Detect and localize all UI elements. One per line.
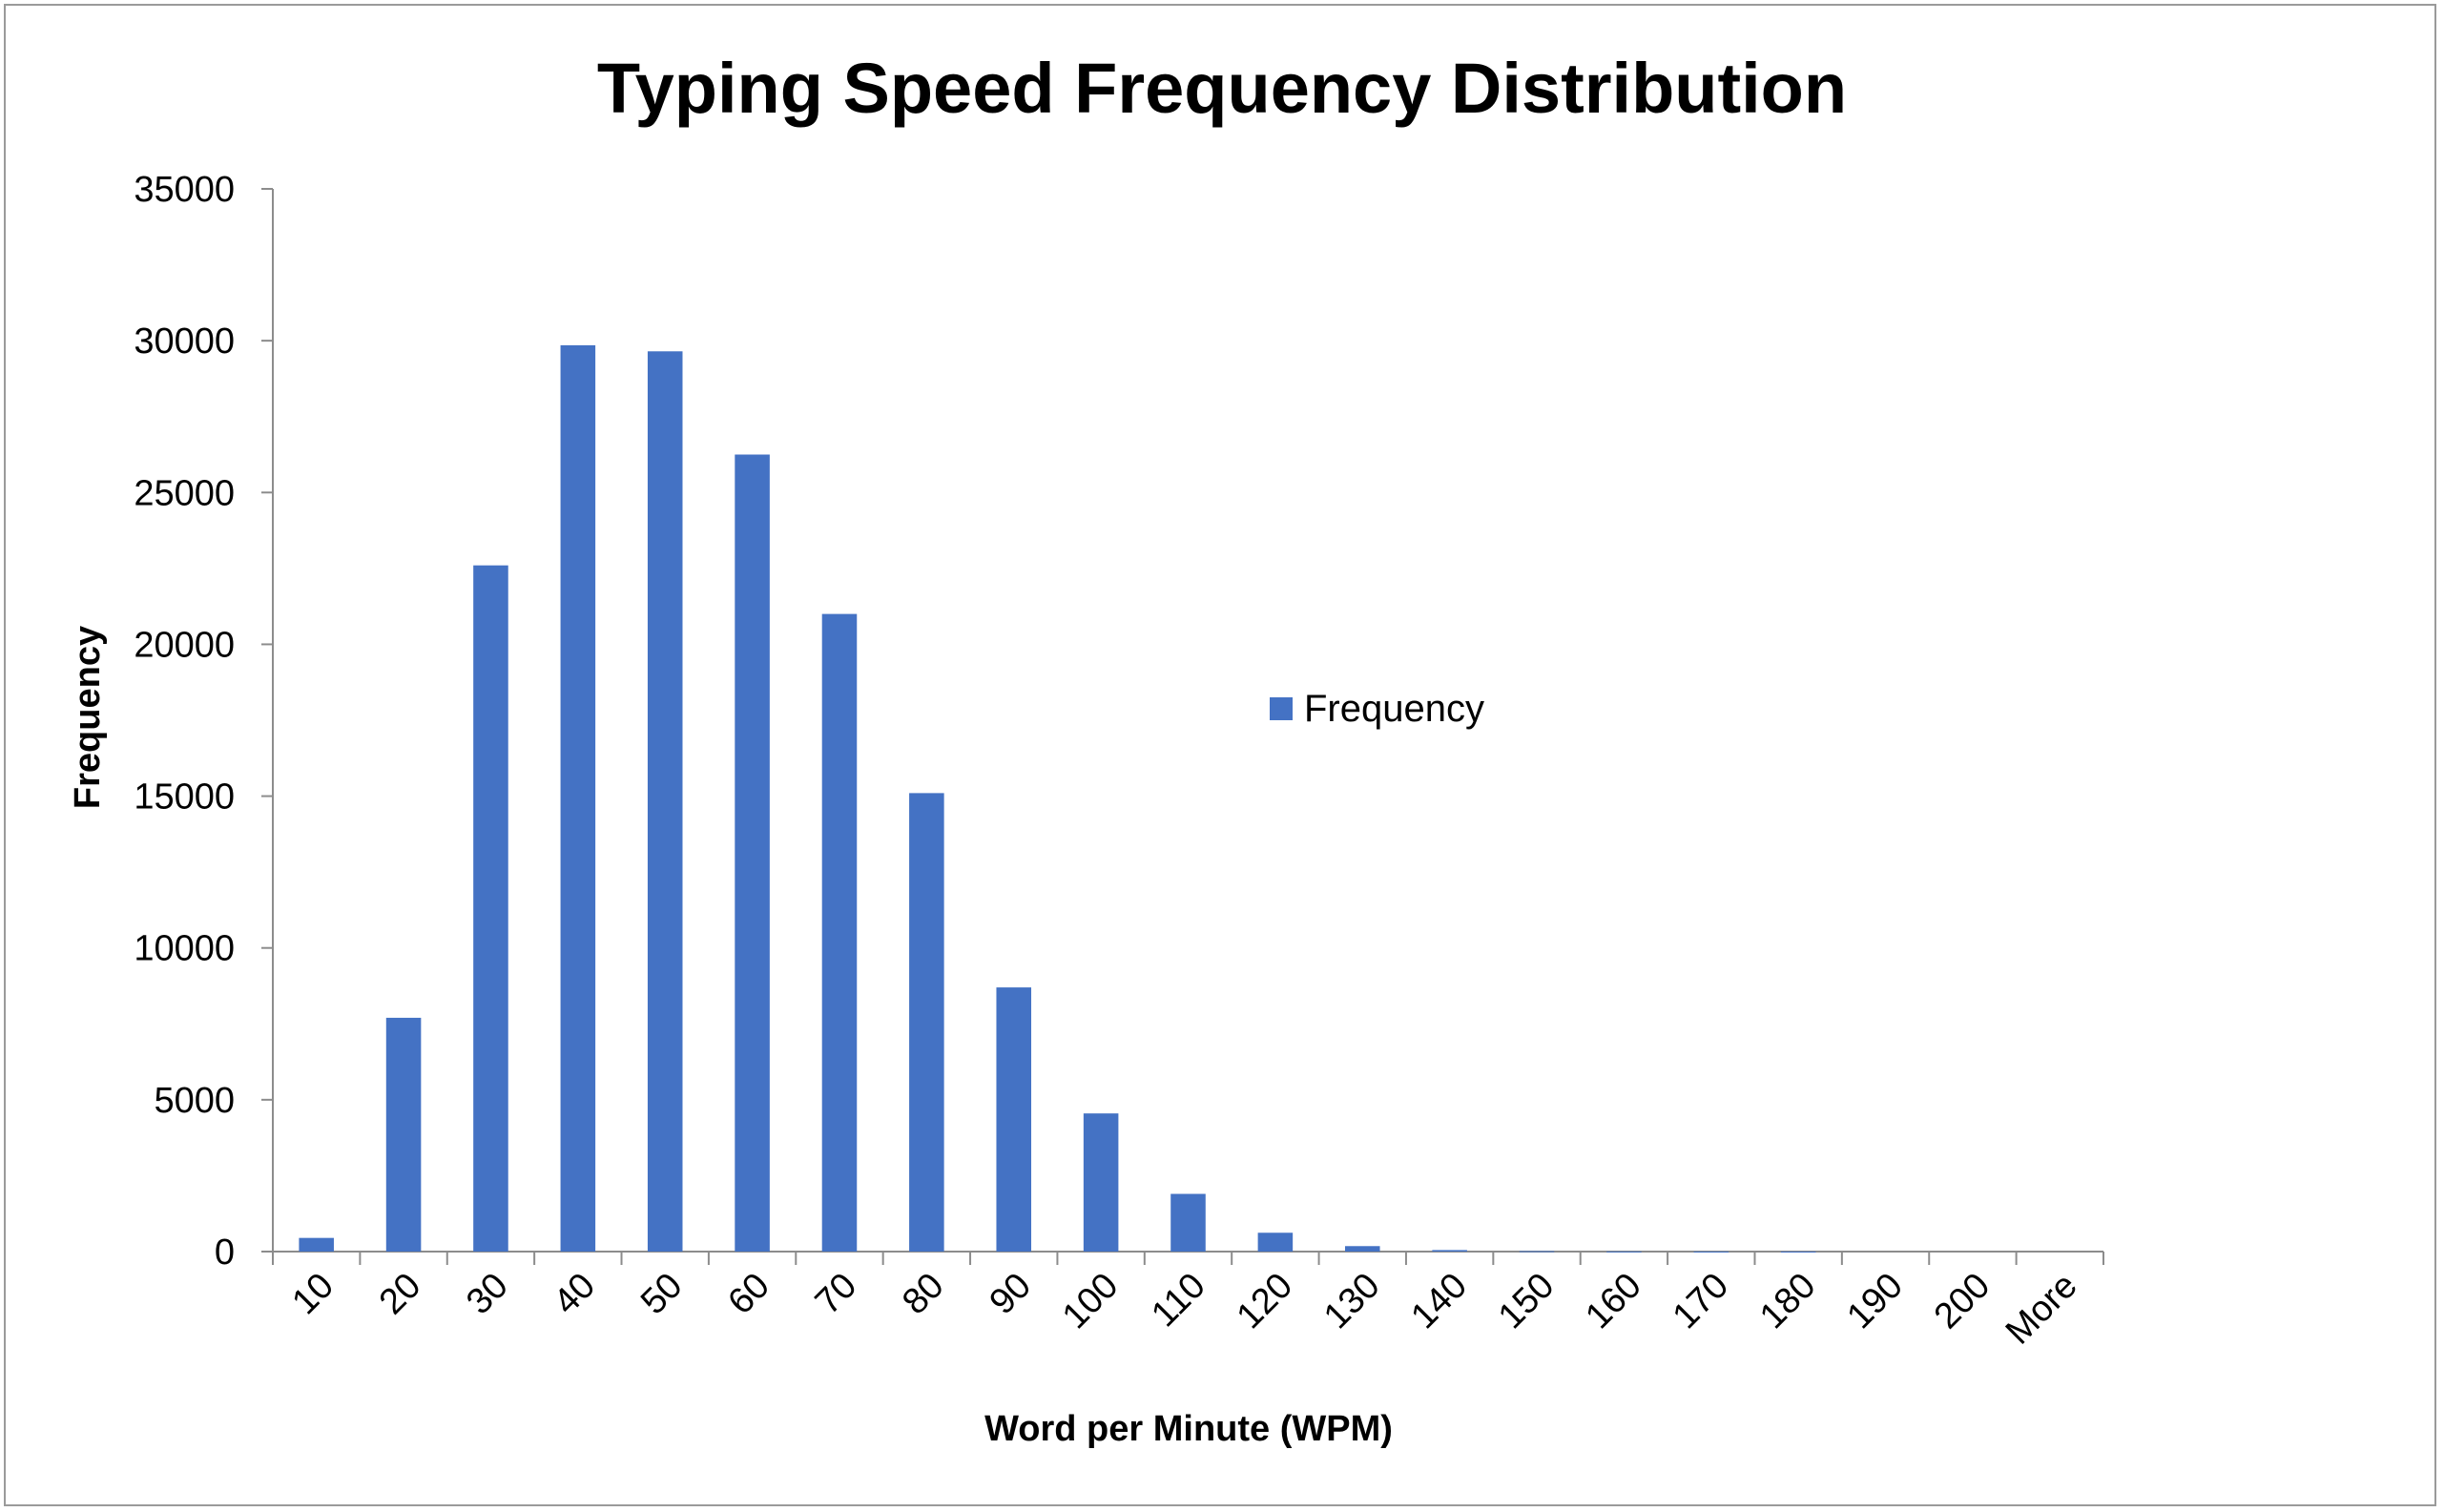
x-tick-label: 130 bbox=[1316, 1266, 1388, 1337]
x-tick-label: 100 bbox=[1055, 1266, 1127, 1337]
x-tick-label: 80 bbox=[895, 1266, 952, 1323]
x-tick-label: 180 bbox=[1752, 1266, 1824, 1337]
x-tick-label: 50 bbox=[633, 1266, 691, 1323]
bar-100 bbox=[1083, 1113, 1119, 1252]
bar-170 bbox=[1693, 1251, 1729, 1253]
bar-160 bbox=[1606, 1251, 1642, 1253]
bar-180 bbox=[1780, 1251, 1816, 1253]
x-tick-label: 60 bbox=[720, 1266, 777, 1323]
y-axis-title: Frequency bbox=[68, 626, 108, 809]
bar-80 bbox=[909, 793, 944, 1252]
bar-110 bbox=[1170, 1193, 1206, 1252]
bar-50 bbox=[647, 351, 683, 1253]
y-tick-label: 25000 bbox=[134, 473, 235, 513]
bar-120 bbox=[1257, 1232, 1294, 1252]
legend-swatch-frequency bbox=[1270, 697, 1293, 720]
y-tick-label: 10000 bbox=[134, 929, 235, 969]
x-tick-label: More bbox=[1999, 1266, 2085, 1353]
bar-70 bbox=[821, 613, 858, 1252]
legend: Frequency bbox=[1270, 688, 1484, 730]
x-tick-label: 200 bbox=[1927, 1266, 1999, 1337]
x-tick-label: 190 bbox=[1839, 1266, 1911, 1337]
bar-40 bbox=[560, 344, 596, 1253]
x-tick-label: 40 bbox=[547, 1266, 604, 1323]
y-tick-label: 35000 bbox=[134, 170, 235, 210]
bar-140 bbox=[1432, 1250, 1467, 1252]
y-tick-label: 15000 bbox=[134, 777, 235, 818]
bar-30 bbox=[473, 565, 508, 1252]
x-tick-label: 10 bbox=[284, 1266, 342, 1323]
x-axis-title: Word per Minute (WPM) bbox=[984, 1409, 1393, 1449]
x-tick-label: 20 bbox=[372, 1266, 429, 1323]
x-tick-label: 110 bbox=[1144, 1266, 1213, 1336]
x-tick-label: 120 bbox=[1230, 1266, 1301, 1337]
x-tick-label: 140 bbox=[1403, 1266, 1475, 1337]
x-tick-label: 150 bbox=[1491, 1266, 1563, 1337]
bar-90 bbox=[996, 987, 1032, 1252]
y-tick-label: 5000 bbox=[154, 1081, 235, 1121]
bar-60 bbox=[735, 454, 770, 1252]
bar-150 bbox=[1519, 1251, 1555, 1253]
chart-frame bbox=[4, 4, 2436, 1506]
x-tick-label: 90 bbox=[983, 1266, 1040, 1323]
chart-title: Typing Speed Frequency Distribution bbox=[597, 49, 1847, 128]
bar-10 bbox=[299, 1237, 334, 1252]
bars bbox=[299, 344, 1816, 1253]
bar-20 bbox=[385, 1017, 422, 1252]
x-tick-label: 70 bbox=[808, 1266, 865, 1323]
bar-130 bbox=[1344, 1246, 1380, 1252]
x-tick-label: 160 bbox=[1578, 1266, 1649, 1337]
x-axis: 10 20 30 40 50 60 70 80 90 100 110 120 130 140 150 160 1… bbox=[272, 1251, 2104, 1353]
y-axis: 0 5000 10000 15000 20000 25000 30000 35000 bbox=[134, 170, 274, 1273]
y-tick-label: 20000 bbox=[134, 625, 235, 665]
legend-label-frequency: Frequency bbox=[1304, 688, 1484, 730]
y-tick-label: 0 bbox=[215, 1232, 235, 1273]
x-tick-label: 170 bbox=[1666, 1266, 1737, 1337]
x-tick-label: 30 bbox=[459, 1266, 516, 1323]
y-tick-label: 30000 bbox=[134, 321, 235, 362]
